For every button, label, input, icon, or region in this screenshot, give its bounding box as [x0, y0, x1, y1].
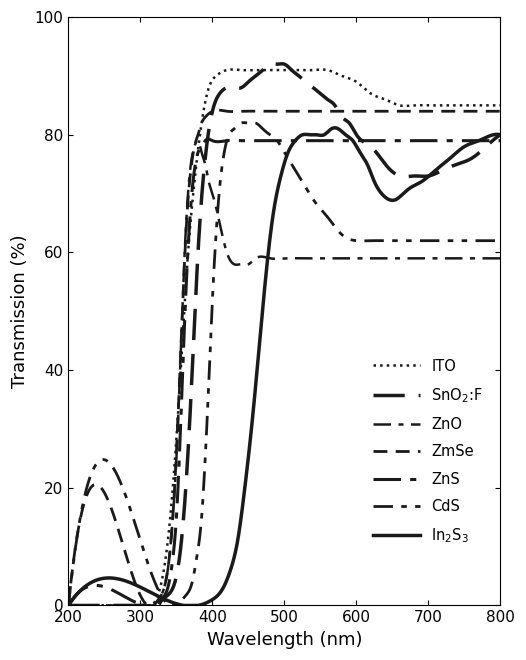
ITO — [229, 65, 236, 73]
X-axis label: Wavelength (nm): Wavelength (nm) — [207, 631, 362, 649]
ITO — [92, 601, 98, 609]
CdS — [341, 232, 347, 240]
ZnO — [393, 254, 400, 262]
ZnO — [65, 601, 72, 609]
In$_2$S$_3$ — [328, 125, 334, 133]
ZmSe — [438, 108, 444, 115]
ZnO — [317, 254, 323, 262]
In$_2$S$_3$ — [393, 195, 400, 203]
SnO$_2$:F — [438, 167, 444, 175]
ZnS — [317, 137, 323, 145]
ZnO — [341, 254, 347, 262]
In$_2$S$_3$ — [341, 129, 347, 137]
ZmSe — [317, 108, 323, 115]
ZnO — [92, 601, 98, 609]
CdS — [240, 119, 247, 127]
In$_2$S$_3$ — [497, 131, 503, 139]
SnO$_2$:F — [497, 131, 503, 139]
In$_2$S$_3$ — [332, 124, 338, 132]
In$_2$S$_3$ — [65, 601, 72, 609]
ZnS — [497, 137, 503, 145]
ITO — [65, 601, 72, 609]
ZnS — [65, 601, 72, 609]
ZnO — [438, 254, 444, 262]
CdS — [393, 237, 400, 245]
ZnS — [328, 137, 335, 145]
ZmSe — [328, 108, 335, 115]
SnO$_2$:F — [328, 98, 335, 106]
ZmSe — [215, 106, 221, 114]
In$_2$S$_3$ — [316, 131, 322, 139]
ZnS — [92, 581, 98, 589]
ITO — [438, 102, 444, 110]
ZnO — [195, 137, 201, 145]
Line: In$_2$S$_3$: In$_2$S$_3$ — [68, 128, 500, 605]
ZnS — [438, 137, 444, 145]
Y-axis label: Transmission (%): Transmission (%) — [11, 234, 29, 388]
SnO$_2$:F — [341, 115, 347, 123]
ITO — [328, 67, 335, 75]
ITO — [497, 102, 503, 110]
SnO$_2$:F — [317, 89, 323, 97]
CdS — [65, 601, 72, 609]
SnO$_2$:F — [393, 171, 400, 179]
ZmSe — [92, 480, 98, 488]
Line: SnO$_2$:F: SnO$_2$:F — [68, 64, 500, 605]
ZmSe — [393, 108, 400, 115]
ZmSe — [497, 108, 503, 115]
Legend: ITO, SnO$_2$:F, ZnO, ZmSe, ZnS, CdS, In$_2$S$_3$: ITO, SnO$_2$:F, ZnO, ZmSe, ZnS, CdS, In$… — [367, 352, 489, 551]
ZnS — [393, 137, 400, 145]
ZmSe — [65, 601, 72, 609]
CdS — [328, 218, 335, 226]
ZnS — [341, 137, 347, 145]
CdS — [497, 237, 503, 245]
ZmSe — [341, 108, 347, 115]
Line: ZnO: ZnO — [68, 141, 500, 605]
Line: ZnS: ZnS — [68, 139, 500, 605]
Line: ZmSe: ZmSe — [68, 110, 500, 605]
CdS — [317, 204, 323, 212]
ZnO — [328, 254, 335, 262]
Line: CdS: CdS — [68, 123, 500, 605]
In$_2$S$_3$ — [438, 162, 444, 170]
ITO — [393, 100, 400, 108]
ZnO — [497, 254, 503, 262]
CdS — [92, 462, 98, 470]
SnO$_2$:F — [65, 601, 72, 609]
ZnS — [205, 135, 211, 143]
SnO$_2$:F — [279, 60, 285, 68]
Line: ITO: ITO — [68, 69, 500, 605]
ITO — [317, 65, 323, 73]
CdS — [438, 237, 444, 245]
ITO — [341, 73, 347, 81]
SnO$_2$:F — [92, 601, 98, 609]
In$_2$S$_3$ — [92, 577, 98, 585]
